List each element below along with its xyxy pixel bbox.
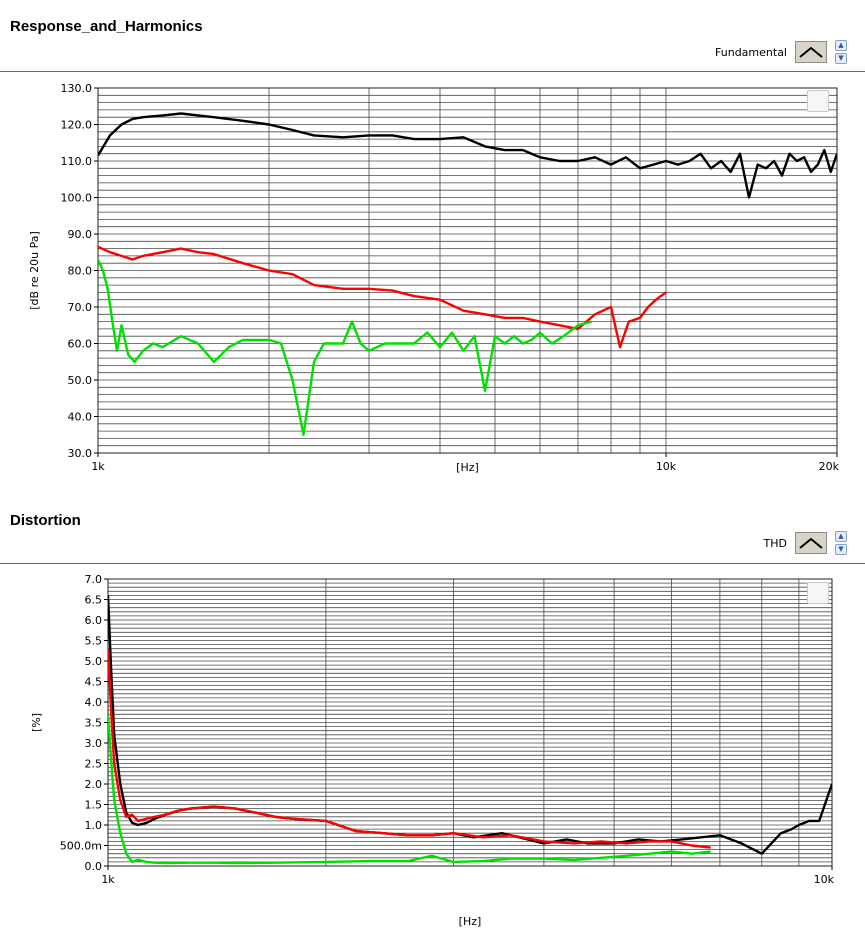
x-tick-label: 10k [814, 873, 835, 886]
y-tick-label: 3.5 [85, 717, 103, 730]
y-tick-label: 5.5 [85, 635, 103, 648]
grid [107, 578, 833, 867]
y-tick-label: 6.0 [85, 614, 103, 627]
panel-separator [0, 71, 865, 72]
y-tick-label: 70.0 [68, 301, 93, 314]
series-line-0 [98, 112, 837, 199]
y-tick-label: 120.0 [61, 119, 93, 132]
y-tick-label: 30.0 [68, 447, 93, 460]
y-tick-label: 110.0 [61, 155, 93, 168]
y-tick-label: 90.0 [68, 228, 93, 241]
plot-selector-spinner[interactable]: ▲ ▼ [835, 40, 847, 64]
spin-down-icon[interactable]: ▼ [835, 544, 847, 555]
spin-down-icon[interactable]: ▼ [835, 53, 847, 64]
spin-up-icon[interactable]: ▲ [835, 40, 847, 51]
y-tick-label: 130.0 [61, 82, 93, 95]
y-tick-label: 500.0m [60, 840, 102, 853]
y-tick-label: 1.0 [85, 819, 103, 832]
x-axis-label: [Hz] [456, 461, 479, 474]
plot-selector-spinner[interactable]: ▲ ▼ [835, 531, 847, 555]
y-tick-label: 80.0 [68, 265, 93, 278]
y-tick-label: 4.0 [85, 696, 103, 709]
line-style-icon[interactable] [795, 41, 827, 63]
series-line-1 [98, 245, 667, 349]
y-tick-label: 7.0 [85, 573, 103, 586]
response-chart: 30.0 40.0 50.0 60.0 70.0 80.0 90.0 100.0 110.0 12… [28, 82, 840, 474]
grid [97, 87, 838, 454]
distortion-chart: 0.0 500.0m 1.0 1.5 2.0 2.5 3.0 3.5 4.0 4.5 5.0 5.5 6… [30, 573, 835, 928]
y-tick-label: 5.0 [85, 655, 103, 668]
y-tick-label: 0.0 [85, 860, 103, 873]
legend-label: THD [763, 536, 787, 550]
y-tick-label: 40.0 [68, 411, 93, 424]
graph-palette-icon[interactable] [807, 582, 829, 604]
y-tick-label: 6.5 [85, 594, 103, 607]
y-tick-label: 100.0 [61, 192, 93, 205]
legend-label: Fundamental [715, 45, 787, 59]
x-tick-label: 1k [91, 460, 105, 473]
y-tick-label: 2.0 [85, 778, 103, 791]
y-tick-label: 3.0 [85, 737, 103, 750]
distortion-panel-title: Distortion [10, 512, 81, 529]
response-plot-legend[interactable]: Fundamental ▲ ▼ [715, 38, 847, 66]
panel-separator [0, 563, 865, 564]
x-tick-label: 20k [819, 460, 840, 473]
y-tick-label: 1.5 [85, 799, 103, 812]
x-axis-label: [Hz] [459, 915, 482, 928]
x-tick-label: 10k [656, 460, 677, 473]
spin-up-icon[interactable]: ▲ [835, 531, 847, 542]
y-tick-label: 60.0 [68, 338, 93, 351]
series-line-2 [98, 259, 593, 436]
y-axis-label: [dB re 20u Pa] [28, 231, 41, 310]
distortion-plot-legend[interactable]: THD ▲ ▼ [764, 529, 847, 557]
x-tick-label: 1k [101, 873, 115, 886]
y-tick-label: 4.5 [85, 676, 103, 689]
y-tick-label: 2.5 [85, 758, 103, 771]
y-tick-label: 50.0 [68, 374, 93, 387]
response-panel-title: Response_and_Harmonics [10, 18, 203, 35]
graph-palette-icon[interactable] [807, 90, 829, 112]
y-axis-label: [%] [30, 713, 43, 732]
series-line-1 [108, 648, 711, 849]
line-style-icon[interactable] [795, 532, 827, 554]
series-line-0 [108, 595, 832, 855]
series-line-2 [108, 714, 711, 865]
